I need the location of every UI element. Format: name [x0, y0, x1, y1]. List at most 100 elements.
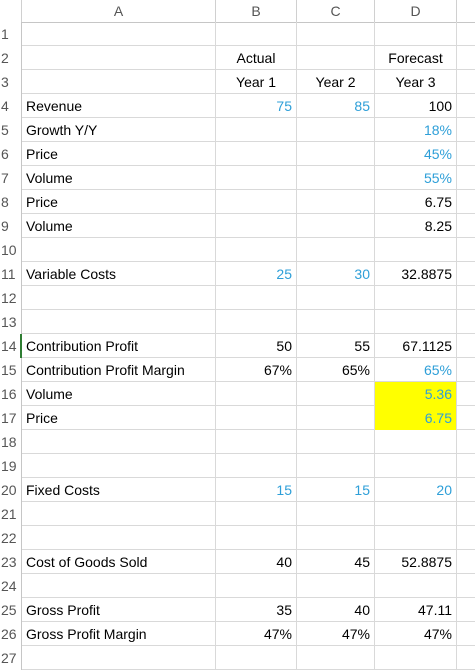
cell-c2[interactable] [297, 46, 375, 70]
row-header[interactable]: 14 [0, 334, 22, 358]
cell-a11[interactable]: Variable Costs [22, 262, 216, 286]
cell-d12[interactable] [375, 286, 457, 310]
cell-e5[interactable] [457, 118, 475, 142]
cell-d2[interactable]: Forecast [375, 46, 457, 70]
cell-d20[interactable]: 20 [375, 478, 457, 502]
cell-d3[interactable]: Year 3 [375, 70, 457, 94]
cell-a10[interactable] [22, 238, 216, 262]
cell-b27[interactable] [216, 646, 297, 670]
cell-e11[interactable] [457, 262, 475, 286]
cell-c27[interactable] [297, 646, 375, 670]
row-header[interactable]: 2 [0, 46, 22, 70]
cell-a1[interactable] [22, 22, 216, 46]
cell-e13[interactable] [457, 310, 475, 334]
cell-c15[interactable]: 65% [297, 358, 375, 382]
cell-e6[interactable] [457, 142, 475, 166]
cell-b24[interactable] [216, 574, 297, 598]
cell-e18[interactable] [457, 430, 475, 454]
cell-c19[interactable] [297, 454, 375, 478]
cell-c14[interactable]: 55 [297, 334, 375, 358]
cell-a17[interactable]: Price [22, 406, 216, 430]
row-header[interactable]: 21 [0, 502, 22, 526]
select-all-corner[interactable] [0, 0, 22, 22]
row-header[interactable]: 16 [0, 382, 22, 406]
cell-e2[interactable] [457, 46, 475, 70]
cell-e21[interactable] [457, 502, 475, 526]
cell-b7[interactable] [216, 166, 297, 190]
cell-b1[interactable] [216, 22, 297, 46]
column-header-d[interactable]: D [375, 0, 457, 22]
cell-a15[interactable]: Contribution Profit Margin [22, 358, 216, 382]
cell-d19[interactable] [375, 454, 457, 478]
cell-e8[interactable] [457, 190, 475, 214]
cell-c16[interactable] [297, 382, 375, 406]
column-header-e[interactable] [457, 0, 475, 22]
cell-e12[interactable] [457, 286, 475, 310]
cell-e24[interactable] [457, 574, 475, 598]
cell-b16[interactable] [216, 382, 297, 406]
cell-a4[interactable]: Revenue [22, 94, 216, 118]
row-header[interactable]: 23 [0, 550, 22, 574]
cell-e25[interactable] [457, 598, 475, 622]
cell-c1[interactable] [297, 22, 375, 46]
cell-c4[interactable]: 85 [297, 94, 375, 118]
cell-e9[interactable] [457, 214, 475, 238]
cell-b17[interactable] [216, 406, 297, 430]
cell-e10[interactable] [457, 238, 475, 262]
cell-d10[interactable] [375, 238, 457, 262]
cell-b10[interactable] [216, 238, 297, 262]
cell-a26[interactable]: Gross Profit Margin [22, 622, 216, 646]
cell-a14[interactable]: Contribution Profit [22, 334, 216, 358]
cell-c11[interactable]: 30 [297, 262, 375, 286]
cell-e1[interactable] [457, 22, 475, 46]
cell-a22[interactable] [22, 526, 216, 550]
cell-c8[interactable] [297, 190, 375, 214]
row-header[interactable]: 17 [0, 406, 22, 430]
cell-c7[interactable] [297, 166, 375, 190]
row-header[interactable]: 22 [0, 526, 22, 550]
row-header[interactable]: 1 [0, 22, 22, 46]
cell-d5[interactable]: 18% [375, 118, 457, 142]
cell-b4[interactable]: 75 [216, 94, 297, 118]
cell-d11[interactable]: 32.8875 [375, 262, 457, 286]
cell-b15[interactable]: 67% [216, 358, 297, 382]
cell-b20[interactable]: 15 [216, 478, 297, 502]
cell-c13[interactable] [297, 310, 375, 334]
cell-d21[interactable] [375, 502, 457, 526]
row-header[interactable]: 9 [0, 214, 22, 238]
cell-e17[interactable] [457, 406, 475, 430]
cell-c6[interactable] [297, 142, 375, 166]
row-header[interactable]: 11 [0, 262, 22, 286]
cell-c5[interactable] [297, 118, 375, 142]
cell-a23[interactable]: Cost of Goods Sold [22, 550, 216, 574]
cell-d4[interactable]: 100 [375, 94, 457, 118]
cell-e19[interactable] [457, 454, 475, 478]
cell-e7[interactable] [457, 166, 475, 190]
cell-a20[interactable]: Fixed Costs [22, 478, 216, 502]
cell-e3[interactable] [457, 70, 475, 94]
cell-c23[interactable]: 45 [297, 550, 375, 574]
cell-d27[interactable] [375, 646, 457, 670]
cell-d1[interactable] [375, 22, 457, 46]
cell-c22[interactable] [297, 526, 375, 550]
row-header[interactable]: 10 [0, 238, 22, 262]
cell-e16[interactable] [457, 382, 475, 406]
cell-c12[interactable] [297, 286, 375, 310]
cell-b8[interactable] [216, 190, 297, 214]
cell-a16[interactable]: Volume [22, 382, 216, 406]
cell-c25[interactable]: 40 [297, 598, 375, 622]
row-header[interactable]: 4 [0, 94, 22, 118]
cell-a7[interactable]: Volume [22, 166, 216, 190]
row-header[interactable]: 6 [0, 142, 22, 166]
row-header[interactable]: 27 [0, 646, 22, 670]
cell-b19[interactable] [216, 454, 297, 478]
row-header[interactable]: 26 [0, 622, 22, 646]
row-header[interactable]: 18 [0, 430, 22, 454]
cell-a2[interactable] [22, 46, 216, 70]
cell-c20[interactable]: 15 [297, 478, 375, 502]
row-header[interactable]: 24 [0, 574, 22, 598]
cell-b12[interactable] [216, 286, 297, 310]
row-header[interactable]: 5 [0, 118, 22, 142]
cell-d13[interactable] [375, 310, 457, 334]
cell-d8[interactable]: 6.75 [375, 190, 457, 214]
